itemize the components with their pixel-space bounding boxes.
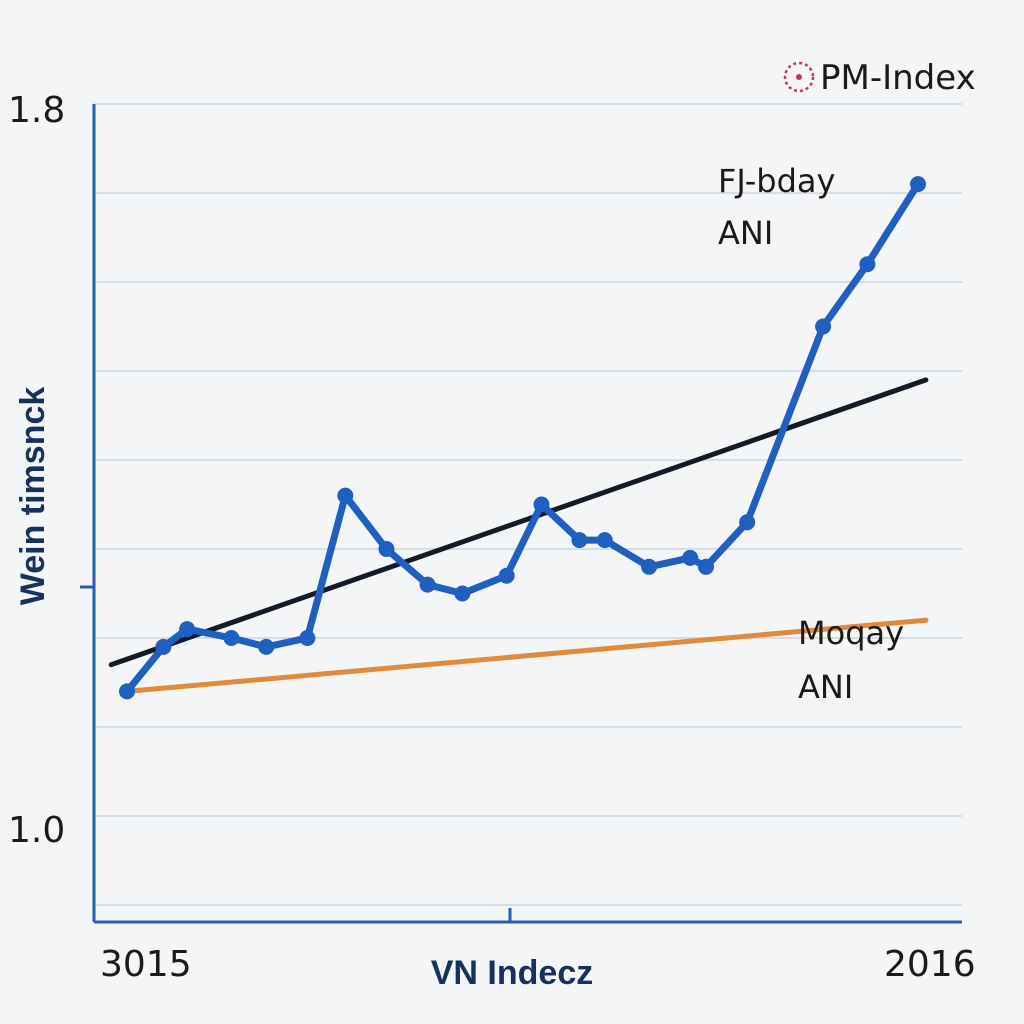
data-point-20: [910, 176, 926, 193]
data-point-8: [419, 576, 436, 593]
annotation-upper-line2: ANI: [718, 214, 773, 252]
data-point-2: [179, 621, 196, 638]
legend-label: PM-Index: [820, 58, 976, 98]
data-point-15: [682, 549, 699, 566]
x-axis-title: VN Indecz: [431, 954, 593, 992]
x-tick-label-start: 3015: [100, 944, 192, 985]
data-point-1: [155, 638, 172, 655]
annotation-lower-line2: ANI: [798, 668, 853, 706]
data-point-6: [337, 487, 354, 504]
data-point-0: [119, 683, 135, 700]
data-point-4: [258, 638, 275, 655]
grid-lines: [94, 103, 962, 906]
series-layer: [108, 176, 929, 700]
data-point-9: [454, 585, 471, 602]
data-point-18: [815, 318, 832, 335]
y-axis-title: Wein timsnck: [14, 387, 52, 606]
data-point-3: [223, 630, 240, 646]
x-tick-label-end: 2016: [884, 944, 976, 985]
y-tick-label-top: 1.8: [8, 90, 65, 131]
series-line-2: [124, 617, 929, 694]
axes: [80, 104, 962, 924]
series-line-1: [108, 377, 929, 668]
data-point-10: [498, 567, 515, 584]
annotation-upper-line1: FJ-bday: [718, 162, 835, 200]
data-point-7: [378, 541, 395, 557]
data-point-13: [596, 532, 613, 549]
y-tick-label-bottom: 1.0: [8, 810, 65, 851]
legend: PM-Index: [783, 58, 976, 98]
data-point-5: [299, 630, 316, 646]
data-point-14: [641, 558, 658, 575]
legend-marker-icon: [783, 61, 815, 93]
data-point-16: [698, 558, 715, 575]
data-point-17: [739, 514, 756, 531]
data-point-19: [859, 256, 876, 273]
data-point-11: [533, 496, 550, 513]
data-point-12: [571, 532, 588, 549]
annotation-lower-line1: Moqay: [798, 614, 904, 652]
